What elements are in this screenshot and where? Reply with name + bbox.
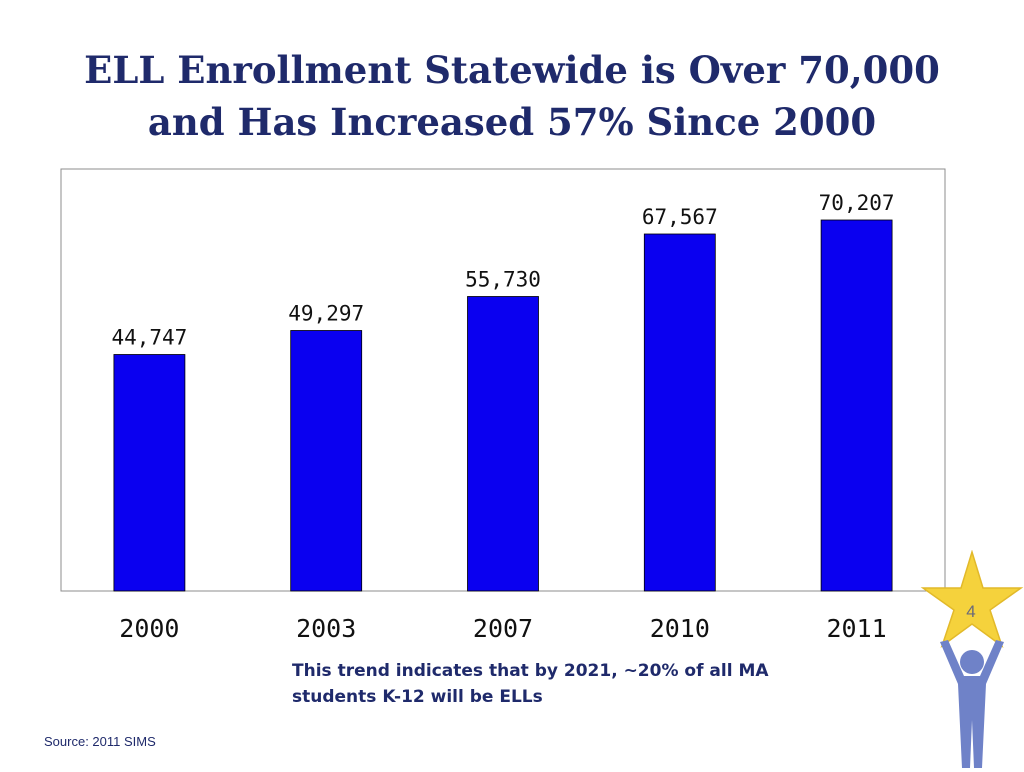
trend-note-line-2: students K-12 will be ELLs	[292, 687, 543, 707]
source-note: Source: 2011 SIMS	[44, 734, 156, 749]
trend-note: This trend indicates that by 2021, ~20% …	[292, 658, 852, 710]
trend-note-line-1: This trend indicates that by 2021, ~20% …	[292, 661, 769, 681]
x-tick-label-2011: 2011	[826, 614, 886, 643]
page-number: 4	[966, 602, 976, 621]
person-figure	[940, 640, 1004, 768]
slide-title-line-1: ELL Enrollment Statewide is Over 70,000	[84, 48, 940, 92]
data-label-2007: 55,730	[465, 268, 541, 292]
x-tick-label-2003: 2003	[296, 614, 356, 643]
x-tick-label-2010: 2010	[650, 614, 710, 643]
x-tick-label-2007: 2007	[473, 614, 533, 643]
slide-title: ELL Enrollment Statewide is Over 70,000 …	[0, 44, 1024, 148]
data-label-2003: 49,297	[288, 302, 364, 326]
bar-2010	[643, 233, 716, 592]
star-shape	[920, 549, 1024, 648]
bars-group: 44,747 2000 49,297 2003 55,730 2007 67,567 2010…	[111, 191, 894, 643]
data-label-2010: 67,567	[642, 205, 718, 229]
bar-2000	[113, 354, 186, 592]
bar-2007	[467, 296, 539, 592]
bar-2011	[820, 219, 893, 592]
slide-title-line-2: and Has Increased 57% Since 2000	[147, 100, 877, 144]
star-person-icon	[920, 549, 1024, 772]
bar-2003	[290, 330, 363, 592]
x-tick-label-2000: 2000	[119, 614, 179, 643]
bar-chart: 44,747 2000 49,297 2003 55,730 2007 67,567 2010…	[60, 168, 946, 643]
data-label-2000: 44,747	[111, 326, 187, 350]
data-label-2011: 70,207	[819, 191, 895, 215]
